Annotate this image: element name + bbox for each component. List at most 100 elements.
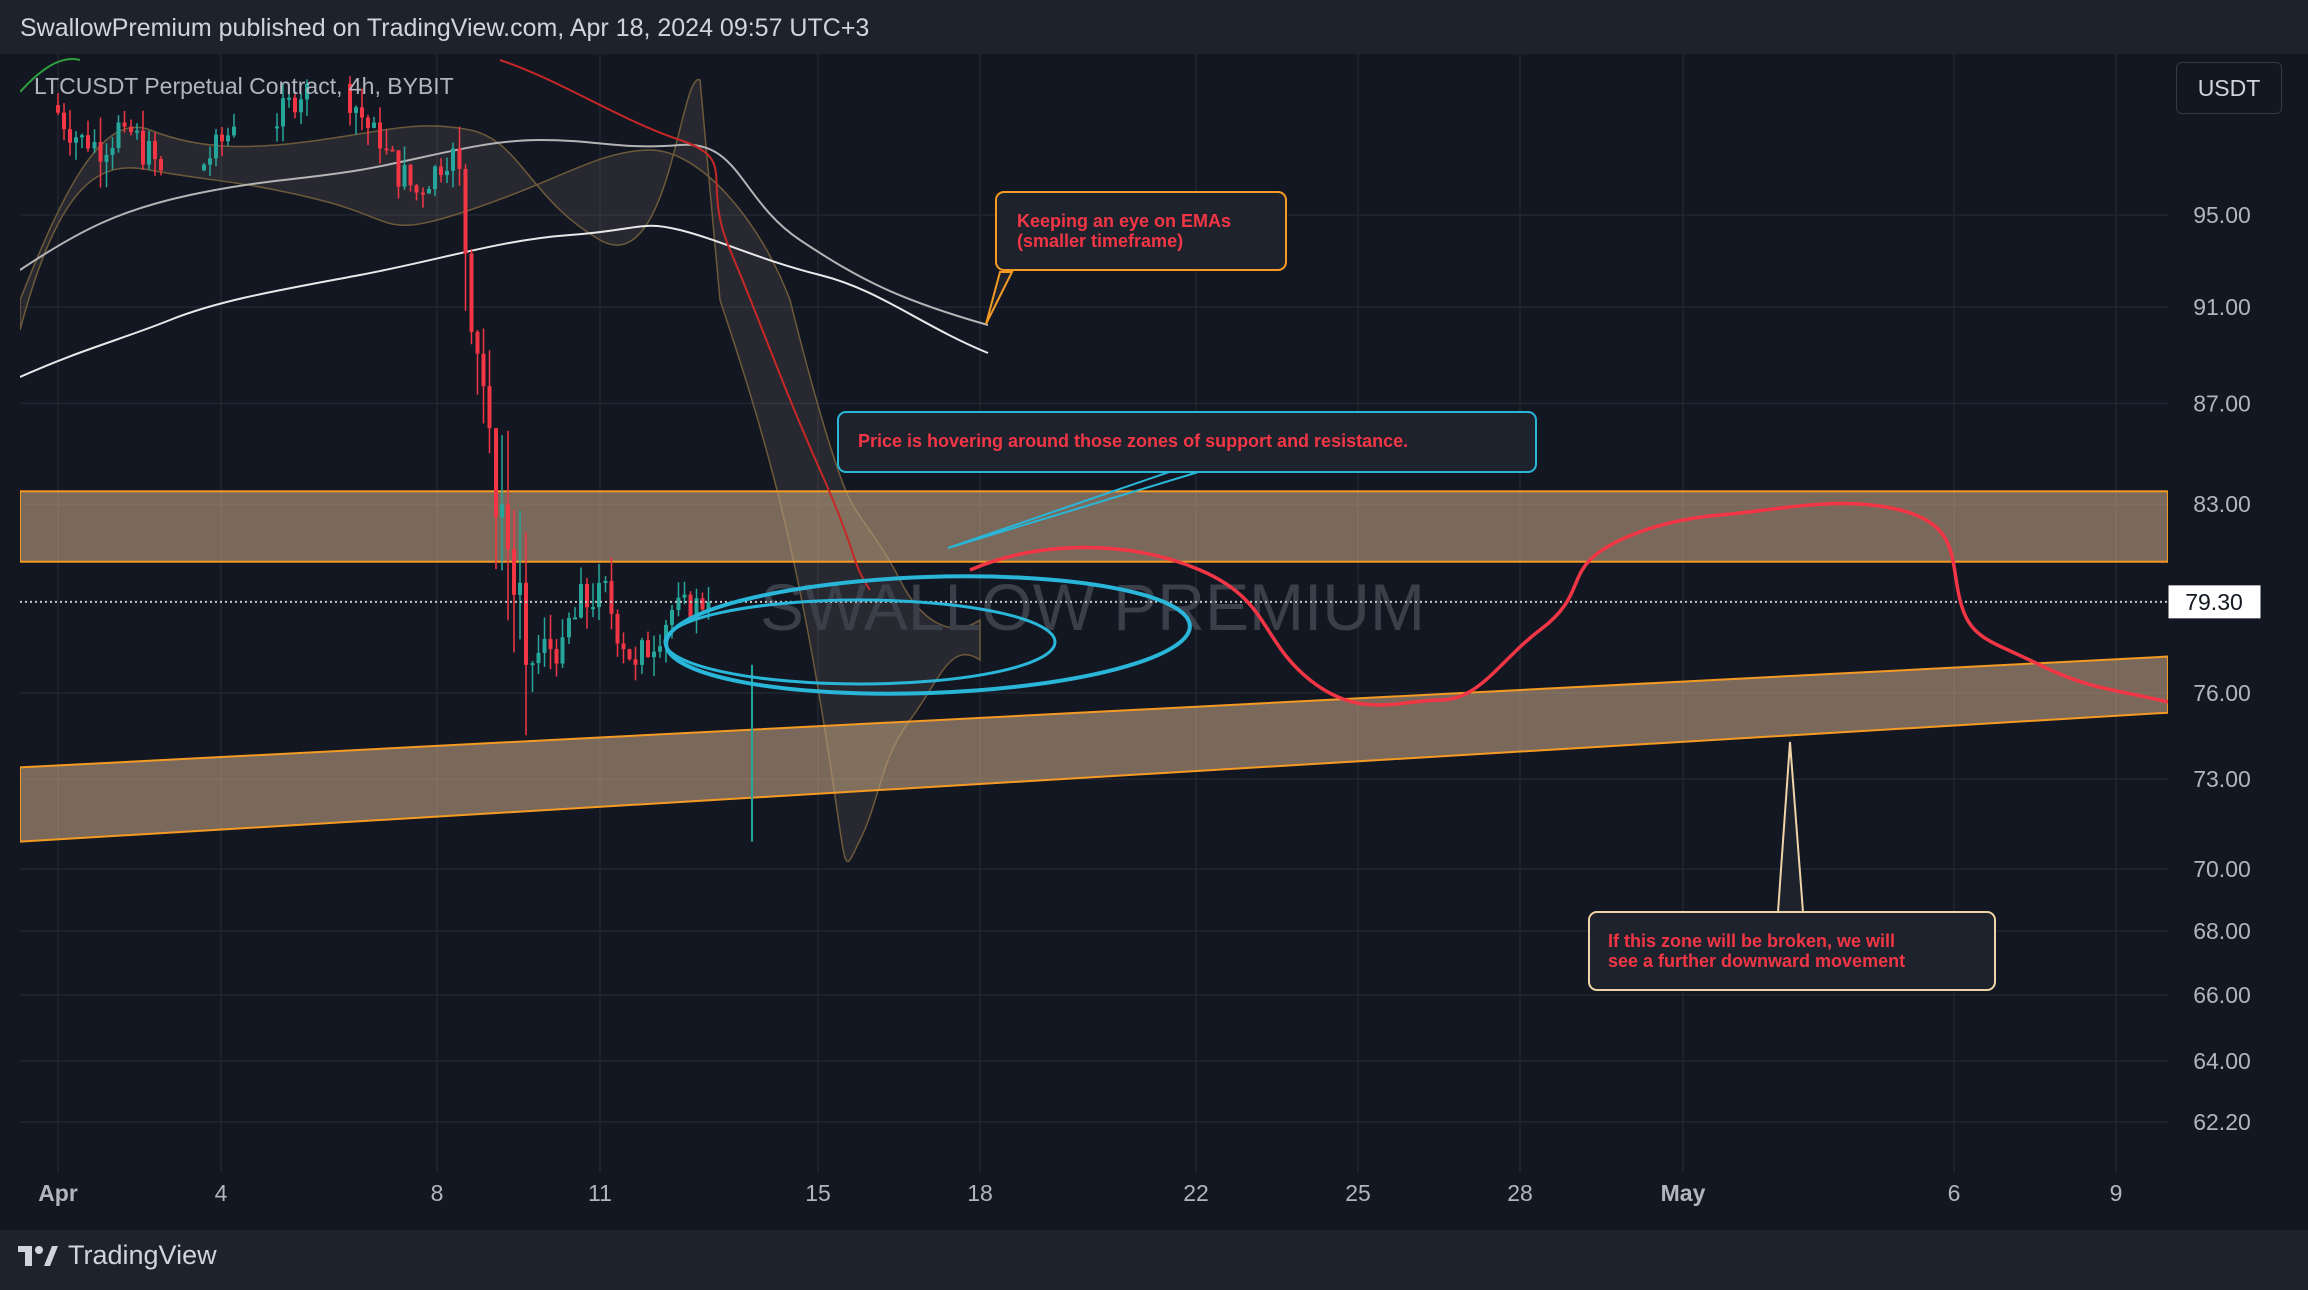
- breakdown-callout-line-2: see a further downward movement: [1608, 951, 1905, 971]
- last-price-label: 79.30: [2185, 589, 2243, 615]
- candle-body: [445, 170, 449, 176]
- candle-body: [487, 386, 492, 429]
- y-tick-label: 91.00: [2193, 294, 2251, 320]
- x-tick-label: 22: [1183, 1180, 1209, 1206]
- candle-body: [208, 158, 212, 165]
- candle-body: [281, 98, 285, 127]
- ema-slow-line: [20, 224, 989, 378]
- sr-callout-text: Price is hovering around those zones of …: [858, 431, 1408, 451]
- candle-body: [396, 150, 401, 187]
- x-tick-label: May: [1661, 1180, 1706, 1206]
- footer-brand-text: TradingView: [68, 1240, 217, 1270]
- candle-body: [463, 168, 468, 254]
- candle-body: [135, 130, 139, 133]
- breakdown-callout-line-1: If this zone will be broken, we will: [1608, 931, 1895, 951]
- candle-body: [512, 548, 516, 595]
- candle-body: [378, 122, 382, 149]
- last-price-box: [2167, 584, 2262, 620]
- y-tick-label: 64.00: [2193, 1048, 2251, 1074]
- publish-header: SwallowPremium published on TradingView.…: [0, 0, 2308, 54]
- x-tick-label: 8: [431, 1180, 444, 1206]
- symbol-label: LTCUSDT Perpetual Contract, 4h, BYBIT: [34, 73, 454, 99]
- candle-body: [147, 141, 151, 165]
- x-tick-label: 25: [1345, 1180, 1371, 1206]
- candle-body: [560, 637, 565, 664]
- candle-body: [232, 126, 236, 136]
- candle-body: [688, 594, 693, 618]
- projection-curve: [969, 501, 2168, 707]
- candle-body: [129, 126, 133, 133]
- candle-body: [640, 640, 644, 665]
- candle-body: [305, 83, 309, 100]
- candle-body: [159, 159, 163, 171]
- ema-green-line: [20, 58, 81, 93]
- candle-body: [92, 142, 97, 149]
- breakdown-callout-text: If this zone will be broken, we will see…: [1608, 931, 1905, 971]
- candle-body: [554, 649, 559, 664]
- candle-body: [652, 651, 656, 658]
- ema-callout-pointer: [985, 271, 1014, 325]
- candle-body: [299, 99, 303, 113]
- y-tick-label: 73.00: [2193, 766, 2251, 792]
- candle-body: [609, 580, 614, 614]
- y-axis[interactable]: 95.00 91.00 87.00 83.00 76.00 73.00 70.00 68.00…: [2193, 202, 2251, 1135]
- footer-brand[interactable]: TradingView: [18, 1240, 217, 1271]
- y-tick-label: 83.00: [2193, 491, 2251, 517]
- candles: [56, 76, 753, 842]
- candle-body: [122, 122, 127, 127]
- candle-body: [676, 597, 681, 610]
- candle-body: [706, 601, 711, 610]
- candle-body: [530, 663, 535, 666]
- candle-body: [366, 117, 370, 128]
- x-tick-label: 6: [1948, 1180, 1961, 1206]
- y-tick-label: 68.00: [2193, 918, 2251, 944]
- candle-body: [354, 107, 358, 113]
- candle-body: [408, 164, 413, 186]
- candle-body: [74, 137, 78, 143]
- candle-body: [457, 148, 462, 169]
- candle-body: [202, 164, 206, 171]
- candle-body: [670, 609, 674, 625]
- ema-callout-text: Keeping an eye on EMAs (smaller timefram…: [1017, 211, 1236, 251]
- breakdown-callout-box: [1588, 911, 1996, 991]
- y-tick-label: 76.00: [2193, 680, 2251, 706]
- candle-body: [451, 148, 455, 171]
- y-tick-label: 70.00: [2193, 856, 2251, 882]
- highlight-ellipse-inner: [663, 598, 1057, 686]
- candle-body: [633, 659, 638, 665]
- candle-body: [481, 353, 486, 387]
- candle-body: [506, 504, 510, 549]
- x-tick-label: 15: [805, 1180, 831, 1206]
- x-axis[interactable]: Apr 4 8 11 15 18 22 25 28 May 6 9: [38, 1180, 2122, 1206]
- candle-body: [414, 185, 419, 193]
- candle-body: [682, 594, 687, 598]
- candle-body: [220, 134, 224, 142]
- candle-body: [433, 166, 437, 190]
- candle-body: [402, 164, 407, 187]
- candle-body: [390, 149, 395, 152]
- support-trend-zone: [20, 655, 2168, 843]
- candle-body: [567, 617, 571, 638]
- candle-body: [68, 129, 72, 143]
- red-ma-line: [499, 59, 871, 591]
- candle-body: [360, 107, 364, 118]
- ema-callout-line-1: Keeping an eye on EMAs: [1017, 211, 1231, 231]
- currency-unit-button[interactable]: USDT: [2176, 62, 2282, 114]
- candle-body: [627, 649, 632, 660]
- ema-fast-line: [20, 138, 989, 326]
- ema-callout-box: [995, 191, 1287, 271]
- candle-body: [615, 613, 620, 644]
- candle-body: [110, 148, 115, 155]
- candle-body: [658, 646, 662, 652]
- candle-body: [104, 154, 109, 162]
- candle-body: [287, 97, 291, 100]
- candle-body: [275, 126, 279, 129]
- candle-body: [597, 583, 601, 608]
- x-tick-label: 11: [588, 1180, 612, 1206]
- candle-body: [153, 141, 157, 160]
- y-tick-label: 66.00: [2193, 982, 2251, 1008]
- x-tick-label: 4: [215, 1180, 228, 1206]
- candle-body: [348, 83, 352, 113]
- candle-body: [469, 253, 474, 332]
